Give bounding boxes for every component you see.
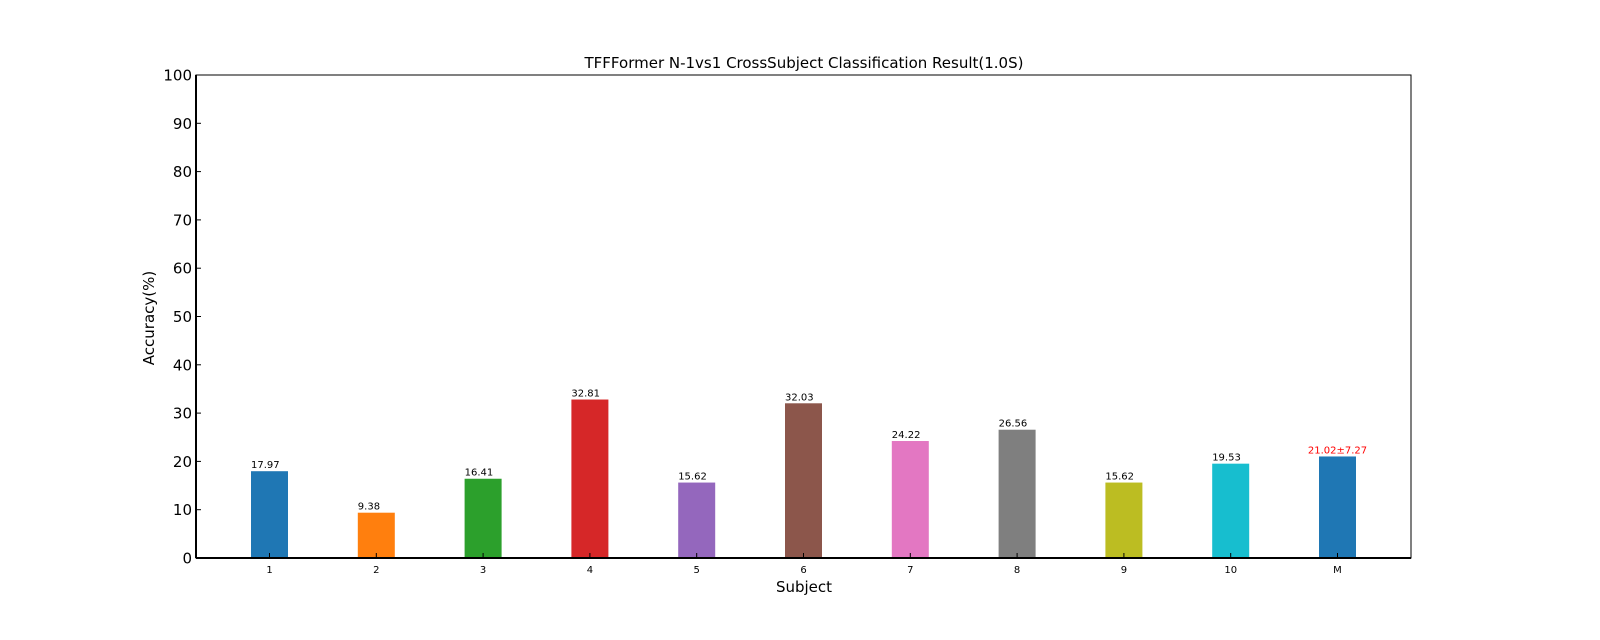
y-tick-label: 60	[173, 260, 192, 278]
x-tick-label: 8	[1014, 565, 1020, 576]
bar-7	[891, 441, 929, 558]
y-tick-label: 50	[173, 308, 192, 326]
bar-5	[678, 482, 716, 558]
x-axis-label: Subject	[776, 578, 832, 596]
y-tick-label: 80	[173, 163, 192, 181]
x-tick-label: 2	[373, 565, 379, 576]
bar-3	[464, 478, 502, 558]
bar-value-label: 15.62	[678, 472, 707, 483]
y-tick-label: 30	[173, 405, 192, 423]
y-tick-label: 10	[173, 501, 192, 519]
bar-M	[1319, 456, 1356, 558]
x-tick-label: 9	[1121, 565, 1127, 576]
bar-value-label: 16.41	[465, 468, 494, 479]
bar-10	[1212, 463, 1250, 558]
bar-value-label: 24.22	[892, 430, 921, 441]
bar-9	[1105, 482, 1143, 558]
x-tick-label: 3	[480, 565, 486, 576]
bar-value-label: 32.03	[785, 392, 814, 403]
y-tick-label: 40	[173, 356, 192, 374]
bar-value-label: 15.62	[1105, 472, 1134, 483]
y-tick-label: 0	[182, 550, 192, 568]
bar-value-label: 32.81	[571, 389, 600, 400]
chart-title: TFFFormer N-1vs1 CrossSubject Classifica…	[584, 54, 1024, 72]
bar-value-label: 19.53	[1212, 453, 1241, 464]
x-tick-label: 10	[1224, 565, 1237, 576]
x-tick-label: M	[1333, 565, 1342, 576]
bars-layer: 17.97 9.38 16.41 32.81 15.62 32.03 24.22 26.56 1…	[251, 389, 1367, 558]
y-axis-label: Accuracy(%)	[140, 271, 158, 365]
bar-value-label: 9.38	[358, 502, 380, 513]
bar-value-label: 26.56	[999, 419, 1028, 430]
bar-value-label: 17.97	[251, 460, 280, 471]
y-tick-label: 90	[173, 115, 192, 133]
bar-8	[998, 429, 1036, 558]
x-tick-label: 4	[587, 565, 593, 576]
bar-6	[785, 403, 822, 558]
y-tick-label: 70	[173, 211, 192, 229]
y-tick-label: 100	[163, 67, 192, 85]
x-tick-label: 5	[694, 565, 700, 576]
bar-2	[357, 512, 395, 558]
x-tick-label: 1	[266, 565, 272, 576]
ticks-layer: 0 10 20 30 40 50 60 70 80 90 100 1 2 3 4 5 6 7 8 9 10 M	[163, 67, 1341, 577]
x-tick-label: 7	[907, 565, 913, 576]
bar-4	[571, 399, 609, 558]
x-tick-label: 6	[800, 565, 806, 576]
y-tick-label: 20	[173, 453, 192, 471]
bar-1	[251, 471, 288, 558]
bar-value-label: 21.02±7.27	[1308, 445, 1367, 456]
